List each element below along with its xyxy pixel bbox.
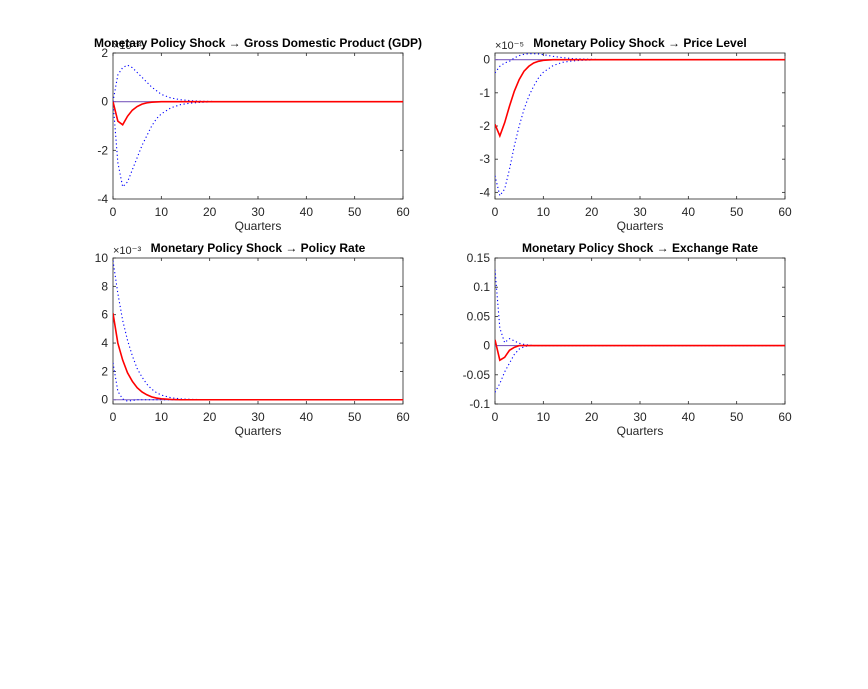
x-tick-label: 10 [537,410,551,424]
x-axis-label: Quarters [617,219,664,233]
y-tick-label: 0 [483,339,490,353]
x-tick-label: 50 [348,205,362,219]
y-tick-label: 2 [101,364,108,378]
y-tick-label: 0.1 [473,280,490,294]
chart-title: Monetary Policy Shock → Policy Rate [151,241,366,255]
y-tick-label: -3 [479,152,490,166]
x-tick-label: 20 [585,205,599,219]
x-tick-label: 20 [203,410,217,424]
x-tick-label: 50 [730,410,744,424]
chart-panel-2: 0 10 20 30 40 50 60 -4 -3 -2 -1 0 ×10⁻⁵ Monetary Poli… [479,36,792,233]
series-upper-band [495,53,785,74]
chart-title: Monetary Policy Shock → Exchange Rate [522,241,758,255]
axes-box [494,52,786,200]
y-tick-label: 2 [101,46,108,60]
x-tick-label: 20 [585,410,599,424]
x-tick-label: 10 [537,205,551,219]
exponent-label: ×10⁻⁵ [495,40,524,52]
x-tick-label: 60 [396,205,410,219]
x-tick-label: 40 [300,410,314,424]
series-impulse-response [113,100,403,126]
axes-box [494,257,786,405]
y-tick-label: 8 [101,279,108,293]
y-tick-label: 0 [483,53,490,67]
x-tick-label: 10 [155,410,169,424]
x-tick-label: 60 [778,410,792,424]
x-tick-label: 30 [251,205,265,219]
x-tick-label: 40 [682,205,696,219]
x-axis-label: Quarters [617,424,664,438]
x-tick-label: 30 [633,205,647,219]
y-tick-label: -2 [97,143,108,157]
series-impulse-response [495,58,785,139]
chart-panel-4: 0 10 20 30 40 50 60 -0.1 -0.05 0 0.05 0.1 0.15 Moneta… [463,241,792,438]
x-tick-label: 60 [396,410,410,424]
series-impulse-response [113,313,403,401]
y-tick-label: -4 [479,185,490,199]
x-tick-label: 0 [492,205,499,219]
y-tick-label: 0.05 [467,309,491,323]
x-tick-label: 20 [203,205,217,219]
y-tick-label: 0 [101,393,108,407]
x-axis-label: Quarters [235,424,282,438]
y-tick-label: -0.05 [463,368,491,382]
x-tick-label: 0 [110,205,117,219]
y-tick-label: -1 [479,86,490,100]
series-impulse-response [495,339,785,362]
chart-title: Monetary Policy Shock → Price Level [533,36,746,50]
x-tick-label: 50 [730,205,744,219]
y-tick-label: 10 [95,251,109,265]
y-tick-label: -2 [479,119,490,133]
x-tick-label: 40 [300,205,314,219]
chart-title: Monetary Policy Shock → Gross Domestic P… [94,36,422,50]
x-tick-label: 60 [778,205,792,219]
y-tick-label: -0.1 [469,397,490,411]
axes-box [112,52,404,200]
x-tick-label: 10 [155,205,169,219]
y-tick-label: 0.15 [467,251,491,265]
exponent-label: ×10⁻⁴ [113,40,142,52]
x-tick-label: 30 [633,410,647,424]
axes-box [112,257,404,405]
exponent-label: ×10⁻³ [113,245,141,257]
x-tick-label: 30 [251,410,265,424]
x-tick-label: 50 [348,410,362,424]
y-tick-label: -4 [97,192,108,206]
x-tick-label: 40 [682,410,696,424]
y-tick-label: 6 [101,308,108,322]
series-lower-band [113,362,403,402]
y-tick-label: 0 [101,95,108,109]
x-axis-label: Quarters [235,219,282,233]
x-tick-label: 0 [110,410,117,424]
chart-panel-3: 0 10 20 30 40 50 60 0 2 4 6 8 10 ×10⁻³ Monetary Policy… [95,241,410,438]
y-tick-label: 4 [101,336,108,350]
x-tick-label: 0 [492,410,499,424]
